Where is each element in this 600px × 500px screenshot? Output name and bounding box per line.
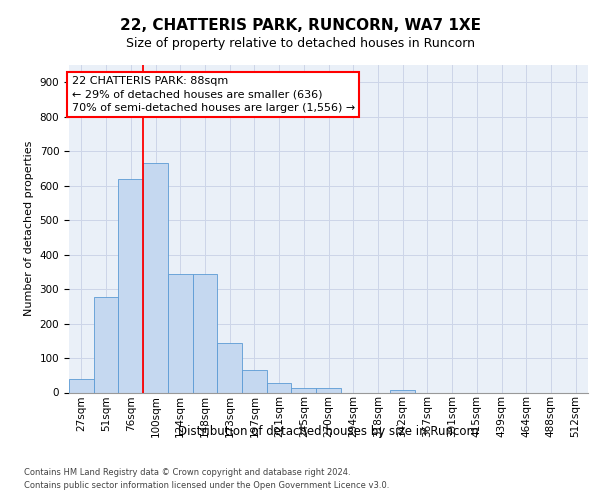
Bar	[390, 390, 415, 392]
Bar	[292, 388, 316, 392]
Bar	[143, 163, 168, 392]
Text: 22 CHATTERIS PARK: 88sqm
← 29% of detached houses are smaller (636)
70% of semi-: 22 CHATTERIS PARK: 88sqm ← 29% of detach…	[71, 76, 355, 113]
Bar	[267, 383, 292, 392]
Bar	[316, 388, 341, 392]
Bar	[118, 179, 143, 392]
Y-axis label: Number of detached properties: Number of detached properties	[24, 141, 34, 316]
Text: 22, CHATTERIS PARK, RUNCORN, WA7 1XE: 22, CHATTERIS PARK, RUNCORN, WA7 1XE	[119, 18, 481, 32]
Text: Contains HM Land Registry data © Crown copyright and database right 2024.: Contains HM Land Registry data © Crown c…	[24, 468, 350, 477]
Bar	[168, 274, 193, 392]
Bar	[69, 378, 94, 392]
Bar	[217, 342, 242, 392]
Bar	[193, 274, 217, 392]
Bar	[94, 296, 118, 392]
Text: Size of property relative to detached houses in Runcorn: Size of property relative to detached ho…	[125, 38, 475, 51]
Bar	[242, 370, 267, 392]
Text: Distribution of detached houses by size in Runcorn: Distribution of detached houses by size …	[178, 424, 479, 438]
Text: Contains public sector information licensed under the Open Government Licence v3: Contains public sector information licen…	[24, 482, 389, 490]
